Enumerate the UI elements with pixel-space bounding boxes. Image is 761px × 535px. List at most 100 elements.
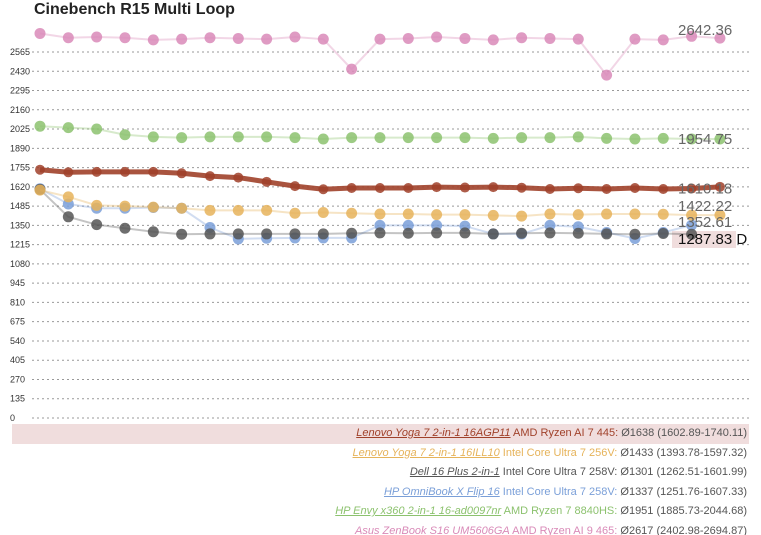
data-point[interactable]: [629, 133, 641, 145]
data-point[interactable]: [431, 182, 442, 193]
legend-device-link[interactable]: HP Envy x360 2-in-1 16-ad0097nr: [335, 505, 502, 517]
data-point[interactable]: [544, 219, 556, 231]
data-point[interactable]: [601, 69, 613, 81]
data-point[interactable]: [232, 204, 244, 216]
data-point[interactable]: [34, 120, 46, 132]
data-point[interactable]: [346, 132, 358, 144]
data-point[interactable]: [346, 63, 358, 75]
data-point[interactable]: [374, 33, 386, 45]
data-point[interactable]: [317, 228, 329, 240]
data-point[interactable]: [232, 131, 244, 143]
data-point[interactable]: [233, 172, 244, 183]
data-point[interactable]: [318, 184, 329, 195]
data-point[interactable]: [402, 219, 414, 231]
data-point[interactable]: [686, 133, 698, 145]
data-point[interactable]: [657, 34, 669, 46]
data-point[interactable]: [261, 228, 273, 240]
data-point[interactable]: [91, 123, 103, 135]
data-point[interactable]: [516, 227, 528, 239]
data-point[interactable]: [657, 228, 669, 240]
data-point[interactable]: [317, 33, 329, 45]
legend-item[interactable]: Lenovo Yoga 7 2-in-1 16AGP11 AMD Ryzen A…: [12, 424, 749, 444]
data-point[interactable]: [119, 200, 131, 212]
data-point[interactable]: [402, 32, 414, 44]
data-point[interactable]: [402, 132, 414, 144]
data-point[interactable]: [374, 227, 386, 239]
data-point[interactable]: [431, 132, 443, 144]
data-point[interactable]: [62, 122, 74, 134]
data-point[interactable]: [601, 132, 613, 144]
data-point[interactable]: [62, 191, 74, 203]
data-point[interactable]: [289, 132, 301, 144]
data-point[interactable]: [176, 168, 187, 179]
data-point[interactable]: [516, 182, 527, 193]
data-point[interactable]: [147, 201, 159, 213]
data-point[interactable]: [119, 166, 130, 177]
series-0[interactable]: [35, 164, 725, 195]
data-point[interactable]: [147, 131, 159, 143]
data-point[interactable]: [487, 228, 499, 240]
data-point[interactable]: [686, 219, 698, 231]
legend-device-link[interactable]: Lenovo Yoga 7 2-in-1 16AGP11: [356, 427, 511, 439]
data-point[interactable]: [34, 27, 46, 39]
data-point[interactable]: [289, 31, 301, 43]
data-point[interactable]: [629, 208, 641, 220]
data-point[interactable]: [204, 32, 216, 44]
data-point[interactable]: [516, 210, 528, 222]
data-point[interactable]: [459, 227, 471, 239]
data-point[interactable]: [147, 34, 159, 46]
data-point[interactable]: [714, 133, 726, 145]
data-point[interactable]: [629, 33, 641, 45]
data-point[interactable]: [119, 32, 131, 44]
data-point[interactable]: [629, 182, 640, 193]
data-point[interactable]: [459, 132, 471, 144]
data-point[interactable]: [601, 183, 612, 194]
data-point[interactable]: [544, 208, 556, 220]
data-point[interactable]: [232, 228, 244, 240]
data-point[interactable]: [658, 183, 669, 194]
data-point[interactable]: [459, 182, 470, 193]
data-point[interactable]: [714, 32, 726, 44]
series-2[interactable]: [34, 183, 698, 240]
data-point[interactable]: [346, 227, 358, 239]
data-point[interactable]: [176, 202, 188, 214]
data-point[interactable]: [62, 32, 74, 44]
data-point[interactable]: [714, 209, 726, 221]
data-point[interactable]: [232, 32, 244, 44]
data-point[interactable]: [261, 176, 272, 187]
legend-device-link[interactable]: Asus ZenBook S16 UM5606GA: [355, 524, 510, 535]
data-point[interactable]: [148, 166, 159, 177]
data-point[interactable]: [544, 32, 556, 44]
data-point[interactable]: [147, 226, 159, 238]
data-point[interactable]: [516, 132, 528, 144]
data-point[interactable]: [91, 166, 102, 177]
data-point[interactable]: [402, 208, 414, 220]
data-point[interactable]: [346, 207, 358, 219]
data-point[interactable]: [289, 228, 301, 240]
data-point[interactable]: [629, 228, 641, 240]
data-point[interactable]: [488, 182, 499, 193]
data-point[interactable]: [686, 228, 698, 240]
data-point[interactable]: [289, 207, 301, 219]
data-point[interactable]: [62, 211, 74, 223]
data-point[interactable]: [431, 219, 443, 231]
legend-item[interactable]: Asus ZenBook S16 UM5606GA AMD Ryzen AI 9…: [12, 522, 749, 535]
data-point[interactable]: [459, 32, 471, 44]
data-point[interactable]: [204, 204, 216, 216]
data-point[interactable]: [261, 33, 273, 45]
data-point[interactable]: [346, 182, 357, 193]
data-point[interactable]: [544, 132, 556, 144]
data-point[interactable]: [261, 204, 273, 216]
data-point[interactable]: [431, 227, 443, 239]
series-1[interactable]: [34, 184, 726, 222]
data-point[interactable]: [601, 228, 613, 240]
data-point[interactable]: [686, 183, 697, 194]
data-point[interactable]: [516, 32, 528, 44]
data-point[interactable]: [402, 227, 414, 239]
legend-device-link[interactable]: Dell 16 Plus 2-in-1: [409, 466, 500, 478]
data-point[interactable]: [431, 209, 443, 221]
data-point[interactable]: [572, 131, 584, 143]
data-point[interactable]: [176, 33, 188, 45]
data-point[interactable]: [572, 227, 584, 239]
data-point[interactable]: [487, 132, 499, 144]
